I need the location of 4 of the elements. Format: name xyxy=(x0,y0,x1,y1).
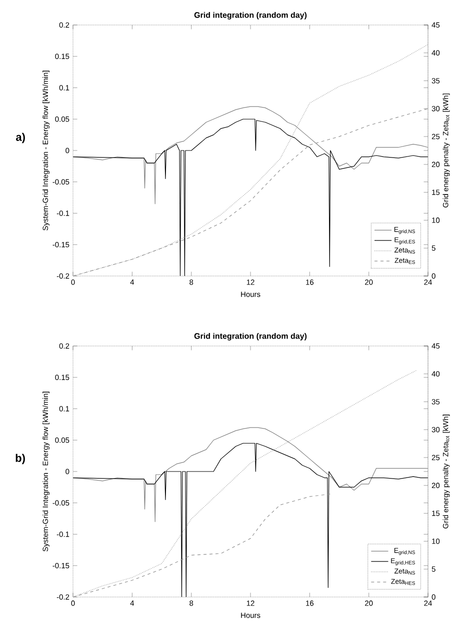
chart-title: Grid integration (random day) xyxy=(194,12,307,20)
chart-title: Grid integration (random day) xyxy=(194,332,307,340)
text: a) xyxy=(16,132,25,144)
text: b) xyxy=(16,454,25,464)
